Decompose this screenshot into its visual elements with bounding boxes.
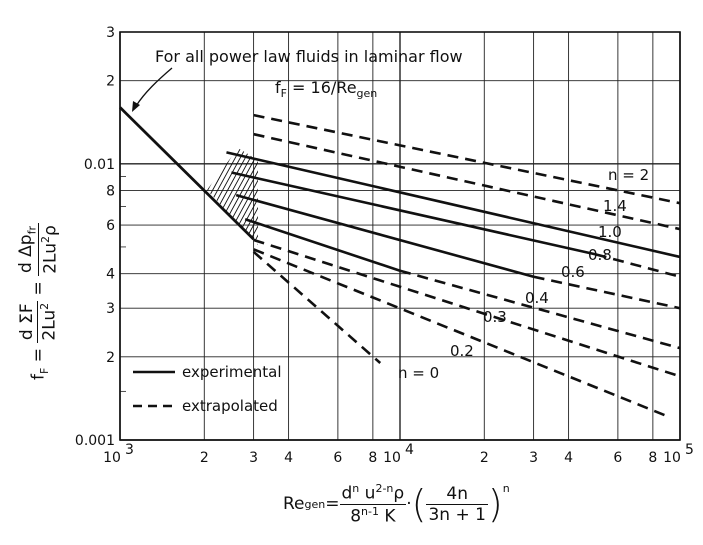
y-tick-label: 0.01: [84, 157, 115, 173]
x-tick-label: 6: [613, 450, 622, 466]
y-tick-label: 8: [106, 184, 115, 200]
x-tick-exponent: 4: [405, 442, 414, 458]
x-tick-label: 8: [368, 450, 377, 466]
y-tick-label: 3: [106, 25, 115, 41]
y-axis-label: fF = d ΣF 2Lu2 = d Δpfr 2Lu2ρ: [16, 223, 62, 380]
laminar-annotation-line2: fF = 16/Regen: [275, 78, 377, 100]
hatch-line: [110, 140, 170, 250]
hatch-line: [207, 148, 246, 245]
series-label: n = 0: [398, 364, 439, 382]
hatch-line: [207, 148, 236, 245]
series-label: n = 2: [608, 166, 649, 184]
y-tick-label: 0.001: [75, 433, 115, 449]
x-tick-label: 4: [564, 450, 573, 466]
y-tick-label: 3: [106, 301, 115, 317]
series-label: 1.4: [603, 197, 627, 215]
hatch-line: [135, 140, 195, 250]
series-line: [533, 275, 681, 310]
x-tick-label: 2: [480, 450, 489, 466]
hatch-line: [315, 140, 375, 250]
x-tick-label: 10: [103, 450, 121, 466]
hatch-line: [207, 148, 226, 245]
series-line: [253, 113, 681, 205]
hatch-line: [335, 140, 395, 250]
y-label-fraction-2: d Δpfr 2Lu2ρ: [16, 223, 62, 276]
laminar-line: [119, 106, 255, 241]
laminar-annotation-line1: For all power law fluids in laminar flow: [155, 47, 463, 66]
series-line: [595, 253, 681, 278]
series-line: [244, 217, 401, 272]
hatch-line: [115, 140, 175, 250]
x-tick-label: 3: [249, 450, 258, 466]
x-tick-label: 10: [663, 450, 681, 466]
laminar-annotation-arrow: [135, 67, 173, 107]
y-tick-label: 4: [106, 267, 115, 283]
x-tick-labels: 10 3 2 3 4 6 8 10 4 2 3 4 6 8 10 5: [103, 442, 694, 466]
x-axis-label: Re gen = dn u2-nρ 8n-1 K · ( 4n 3n + 1 ) n: [283, 482, 510, 527]
x-tick-label: 2: [200, 450, 209, 466]
hatch-line: [207, 148, 258, 245]
x-tick-label: 6: [333, 450, 342, 466]
hatch-line: [290, 140, 350, 250]
hatch-line: [239, 148, 258, 245]
hatch-line: [224, 148, 258, 245]
x-label-fraction: dn u2-nρ 8n-1 K: [339, 482, 407, 527]
hatch-line: [130, 140, 190, 250]
legend: experimental extrapolated: [133, 363, 282, 415]
legend-extrapolated-label: extrapolated: [182, 397, 278, 415]
series-label: 0.6: [561, 263, 585, 281]
hatch-line: [330, 140, 390, 250]
hatch-line: [310, 140, 370, 250]
hatch-line: [265, 140, 325, 250]
hatch-line: [207, 148, 211, 245]
series-line: [235, 193, 534, 278]
series-line: [252, 250, 382, 364]
x-label-inner-fraction: 4n 3n + 1: [426, 483, 488, 525]
series-label: 0.2: [450, 342, 474, 360]
x-tick-label: 4: [284, 450, 293, 466]
hatch-line: [244, 148, 258, 245]
y-label-fraction-1: d ΣF 2Lu2: [17, 300, 60, 343]
y-tick-label: 2: [106, 350, 115, 366]
y-tick-labels: 0.001 2 3 4 6 8 0.01 2 3: [75, 25, 115, 449]
x-tick-label: 10: [383, 450, 401, 466]
hatch-line: [295, 140, 355, 250]
series-line: [253, 238, 681, 378]
series-line: [231, 171, 596, 256]
x-tick-exponent: 3: [125, 442, 134, 458]
series-label: 0.8: [588, 246, 612, 264]
series-line: [226, 151, 681, 259]
hatch-line: [207, 148, 251, 245]
series-labels: n = 2 1.4 1.0 0.80.6 0.4 0.3 0.2 n = 0: [398, 166, 649, 382]
series-line: [253, 132, 681, 231]
x-tick-label: 3: [529, 450, 538, 466]
series-label: 1.0: [598, 223, 622, 241]
hatch-line: [125, 140, 185, 250]
series-line: [253, 248, 668, 418]
laminar-arrow-head: [132, 101, 140, 112]
hatch-line: [145, 140, 205, 250]
series-lines: [119, 106, 681, 418]
hatch-line: [207, 148, 216, 245]
hatch-line: [207, 148, 231, 245]
series-line: [399, 269, 681, 350]
hatch-line: [249, 148, 258, 245]
series-label: 0.3: [483, 308, 507, 326]
hatch-line: [270, 140, 330, 250]
y-tick-label: 6: [106, 218, 115, 234]
legend-experimental-label: experimental: [182, 363, 282, 381]
y-tick-label: 2: [106, 74, 115, 90]
x-tick-label: 8: [648, 450, 657, 466]
hatch-line: [207, 148, 256, 245]
series-label: 0.4: [525, 289, 549, 307]
x-tick-exponent: 5: [685, 442, 694, 458]
plot-frame: [119, 31, 681, 441]
